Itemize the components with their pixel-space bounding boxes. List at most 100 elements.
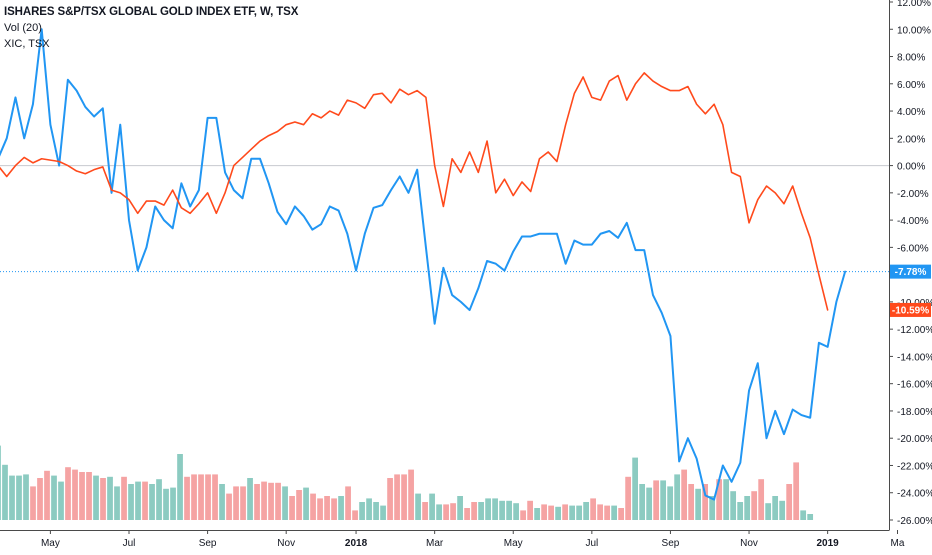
y-tick-label: -26.00% [897, 516, 932, 527]
volume-bar [240, 486, 246, 520]
legend: ISHARES S&P/TSX GLOBAL GOLD INDEX ETF, W… [4, 4, 298, 52]
volume-bar [660, 480, 667, 520]
volume-bar [471, 502, 477, 520]
volume-bar [191, 474, 197, 520]
volume-bar [793, 462, 800, 520]
volume-bar [121, 476, 127, 520]
volume-bar [177, 454, 183, 520]
volume-bar [443, 504, 449, 520]
volume-bar [219, 484, 225, 520]
y-tick-label: 2.00% [897, 134, 925, 145]
volume-bar [9, 475, 15, 520]
volume-bar [702, 484, 709, 520]
volume-bar [2, 464, 8, 520]
volume-bar [765, 503, 772, 520]
x-tick-label: Jul [123, 538, 136, 549]
legend-volume[interactable]: Vol (20) [4, 22, 42, 34]
volume-bar [275, 482, 281, 520]
volume-bar [58, 481, 64, 520]
volume-bar [779, 500, 786, 520]
x-tick-label: May [41, 538, 60, 549]
volume-bar [667, 486, 674, 520]
volume-bar [639, 484, 645, 520]
volume-bar [464, 508, 470, 520]
volume-bar [156, 479, 162, 520]
volume-bar [184, 476, 190, 520]
y-tick-label: 4.00% [897, 107, 925, 118]
volume-bar [506, 500, 512, 520]
volume-bar [338, 496, 344, 520]
y-tick-label: -18.00% [897, 407, 932, 418]
x-tick-label: Sep [662, 538, 680, 549]
x-tick-label: Nov [277, 538, 295, 549]
volume-bar [674, 474, 681, 520]
volume-bars [0, 445, 814, 520]
volume-bar [303, 487, 309, 520]
y-tick-label: -6.00% [897, 243, 929, 254]
volume-bar [296, 490, 302, 520]
y-tick-label: -20.00% [897, 434, 932, 445]
volume-bar [415, 493, 421, 520]
volume-bar [597, 504, 603, 520]
volume-bar [282, 486, 288, 520]
y-tick-label: -16.00% [897, 380, 932, 391]
volume-bar [737, 502, 744, 520]
volume-bar [65, 467, 71, 520]
x-tick-label: May [504, 538, 523, 549]
volume-bar [716, 479, 723, 520]
volume-bar [380, 505, 386, 520]
volume-bar [800, 510, 807, 520]
volume-bar [681, 469, 688, 520]
volume-bar [653, 480, 660, 520]
volume-bar [492, 498, 498, 520]
volume-bar [618, 508, 624, 520]
volume-bar [387, 478, 393, 520]
series-lines [0, 28, 889, 501]
volume-bar [688, 484, 695, 520]
volume-bar [611, 505, 617, 520]
y-tick-label: -2.00% [897, 189, 929, 200]
volume-bar [317, 498, 323, 520]
last-value-text-gold-etf: -7.78% [895, 267, 927, 278]
last-value-text-xic: -10.59% [892, 305, 929, 316]
volume-bar [30, 486, 36, 520]
volume-bar [583, 502, 589, 520]
volume-bar [772, 496, 779, 520]
legend-compare[interactable]: XIC, TSX [4, 38, 50, 50]
volume-bar [429, 493, 435, 520]
volume-bar [226, 493, 232, 520]
volume-bar [590, 498, 596, 520]
volume-bar [744, 496, 751, 520]
volume-bar [107, 476, 113, 520]
legend-title[interactable]: ISHARES S&P/TSX GLOBAL GOLD INDEX ETF, W… [4, 6, 299, 18]
y-tick-label: 12.00% [897, 0, 931, 9]
last-value-badge-gold-etf [890, 264, 931, 279]
volume-bar [786, 484, 793, 520]
volume-bar [93, 475, 99, 520]
volume-bar [212, 474, 218, 520]
y-tick-label: -22.00% [897, 461, 932, 472]
volume-bar [149, 484, 155, 520]
last-value-badge-xic [890, 302, 931, 317]
volume-bar [646, 487, 652, 520]
volume-bar [142, 481, 148, 520]
volume-bar [331, 498, 337, 520]
volume-bar [632, 457, 638, 520]
volume-bar [436, 504, 442, 520]
volume-bar [695, 488, 702, 520]
y-tick-label: -24.00% [897, 489, 932, 500]
volume-bar [233, 486, 239, 520]
volume-bar [79, 472, 85, 520]
y-tick-label: 8.00% [897, 53, 925, 64]
last-value-labels: -7.78% -10.59% [890, 264, 931, 317]
volume-bar [534, 508, 540, 520]
volume-bar [324, 496, 330, 520]
x-tick-label: Sep [199, 538, 217, 549]
volume-bar [625, 476, 631, 520]
volume-bar [254, 484, 260, 520]
volume-bar [0, 445, 1, 520]
volume-bar [51, 475, 57, 520]
volume-bar [198, 474, 204, 520]
